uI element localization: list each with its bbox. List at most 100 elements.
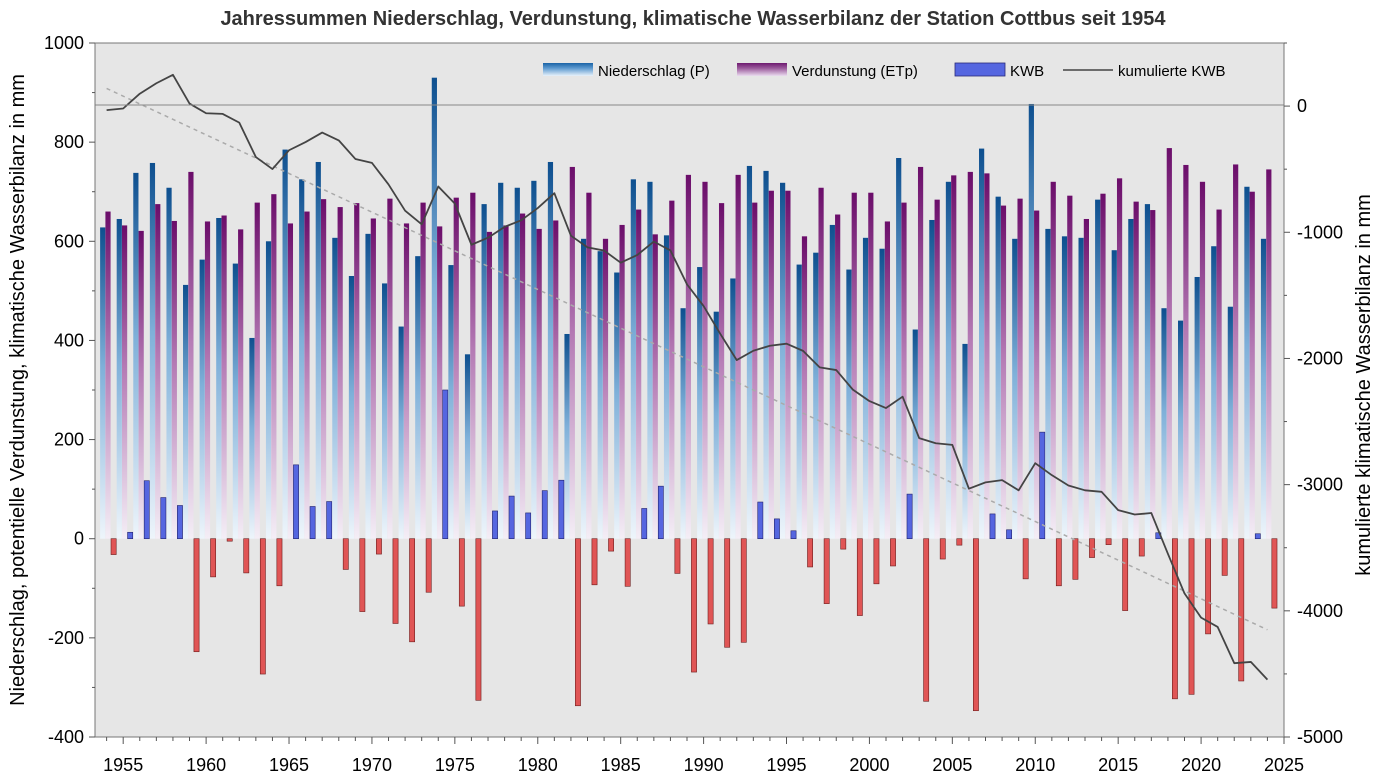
bar-kwb	[906, 493, 913, 540]
bar-precip	[431, 77, 437, 539]
bar-kwb	[591, 538, 598, 586]
bar-evap	[171, 220, 177, 539]
bar-kwb	[1055, 538, 1062, 587]
bar-precip	[945, 181, 952, 539]
bar-evap	[669, 200, 675, 539]
y-left-tick-label: 1000	[44, 33, 84, 53]
bar-precip	[962, 343, 968, 539]
bar-precip	[448, 265, 454, 539]
bar-evap	[155, 204, 161, 539]
bar-evap	[1083, 218, 1089, 539]
bar-kwb	[774, 518, 780, 540]
legend-label-kwb: KWB	[1010, 63, 1044, 80]
bar-evap	[337, 207, 343, 539]
bar-kwb	[475, 538, 482, 701]
legend-label-cum-kwb: kumulierte KWB	[1118, 63, 1226, 80]
trend-line	[106, 87, 1268, 631]
bar-evap	[271, 194, 277, 539]
bar-evap	[1034, 210, 1040, 539]
bar-kwb	[956, 538, 963, 546]
bar-precip	[813, 252, 819, 539]
bar-kwb	[1089, 538, 1095, 558]
bar-kwb	[541, 490, 548, 540]
x-tick-label: 1970	[352, 755, 392, 775]
bar-evap	[204, 221, 211, 539]
bar-evap	[370, 218, 376, 539]
bar-kwb	[624, 538, 631, 587]
bar-kwb	[293, 464, 299, 540]
bar-evap	[553, 220, 559, 539]
bar-evap	[470, 192, 476, 539]
x-tick-label: 1965	[269, 755, 309, 775]
y-axis-right-label: kumulierte klimatische Wasserbilanz in m…	[1353, 194, 1375, 576]
bar-evap	[851, 192, 857, 539]
bar-precip	[183, 284, 189, 539]
bar-precip	[1078, 237, 1084, 539]
bar-precip	[680, 308, 686, 539]
x-tick-label: 1960	[186, 755, 226, 775]
legend-swatch-kwb	[954, 62, 1006, 77]
bar-evap	[105, 211, 111, 539]
bar-evap	[1133, 201, 1139, 539]
bar-precip	[232, 263, 238, 539]
bar-evap	[437, 226, 443, 539]
bar-precip	[415, 256, 421, 539]
x-tick-label: 2025	[1264, 755, 1304, 775]
bar-precip	[647, 181, 653, 539]
bar-kwb	[657, 485, 664, 540]
bar-kwb	[508, 495, 515, 540]
bar-kwb	[226, 538, 233, 542]
bar-evap	[868, 192, 874, 539]
bar-kwb	[326, 501, 333, 540]
bar-evap	[221, 215, 227, 539]
bar-kwb	[1238, 538, 1245, 682]
bar-kwb	[1138, 538, 1145, 557]
bar-kwb	[1072, 538, 1079, 580]
bar-kwb	[110, 538, 117, 555]
bar-precip	[1161, 308, 1167, 539]
bar-precip	[1144, 204, 1151, 539]
bar-precip	[166, 187, 172, 539]
bar-kwb	[1105, 538, 1112, 545]
bar-evap	[1266, 169, 1272, 539]
y-right-tick-label: -3000	[1297, 475, 1343, 495]
bar-kwb	[873, 538, 880, 585]
bar-precip	[116, 218, 122, 539]
bar-evap	[420, 202, 426, 539]
bar-kwb	[939, 538, 946, 560]
bar-evap	[503, 225, 509, 539]
bar-evap	[652, 234, 658, 539]
legend-label-precip: Niederschlag (P)	[598, 63, 710, 80]
bar-precip	[697, 267, 703, 539]
bar-kwb	[409, 538, 415, 643]
x-tick-label: 2015	[1098, 755, 1138, 775]
y-left-tick-label: 0	[74, 529, 84, 549]
y-right-tick-label: -4000	[1297, 601, 1343, 621]
bar-precip	[829, 224, 835, 539]
bar-evap	[835, 214, 841, 539]
bar-evap	[586, 192, 592, 539]
cumulative-kwb-line	[106, 73, 1269, 681]
axes-layer: 1955 1960 1965 1970 1975 1980 1985 1990 1995 2000…	[44, 33, 1343, 775]
bar-evap	[569, 166, 575, 539]
bar-precip	[100, 227, 106, 539]
bar-kwb	[309, 506, 316, 540]
bar-precip	[348, 275, 355, 539]
bar-evap	[602, 238, 609, 539]
bar-precip	[133, 172, 139, 539]
bar-precip	[1012, 238, 1018, 539]
bar-precip	[912, 329, 918, 539]
bar-evap	[1216, 209, 1222, 539]
bar-kwb	[1039, 431, 1046, 540]
x-tick-label: 2010	[1015, 755, 1055, 775]
bar-kwb	[1122, 538, 1129, 611]
bar-kwb	[674, 538, 681, 574]
bar-evap	[1017, 198, 1023, 539]
bar-evap	[387, 198, 393, 539]
bar-kwb	[243, 538, 250, 574]
x-tick-label: 1995	[766, 755, 806, 775]
bar-kwb	[259, 538, 266, 675]
bar-kwb	[724, 538, 731, 648]
bar-precip	[1128, 218, 1134, 539]
